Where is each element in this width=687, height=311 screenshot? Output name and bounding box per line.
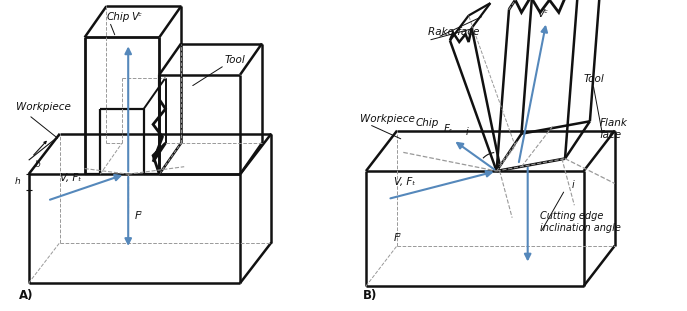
Text: Workpiece: Workpiece <box>16 102 71 112</box>
Text: Fⁱ: Fⁱ <box>135 211 142 221</box>
Text: Fᵣ: Fᵣ <box>444 124 452 134</box>
Text: Tool: Tool <box>584 74 605 84</box>
Text: Rake face: Rake face <box>428 27 480 37</box>
Text: i: i <box>466 127 469 137</box>
Text: Fⁱ: Fⁱ <box>394 233 402 243</box>
Text: V, Fₜ: V, Fₜ <box>60 174 81 183</box>
Text: i: i <box>571 180 574 190</box>
Text: B): B) <box>363 289 377 302</box>
Text: Vᶜ: Vᶜ <box>131 12 142 22</box>
Text: Flank
face: Flank face <box>599 118 627 140</box>
Text: b: b <box>35 160 41 169</box>
Text: Vᶜ: Vᶜ <box>537 9 548 19</box>
Text: Chip: Chip <box>106 12 130 22</box>
Text: h: h <box>15 178 21 186</box>
Text: A): A) <box>19 289 34 302</box>
Text: V, Fₜ: V, Fₜ <box>394 177 416 187</box>
Text: Cutting edge
inclination angle: Cutting edge inclination angle <box>540 211 621 233</box>
Text: Chip: Chip <box>416 118 439 128</box>
Text: Workpiece: Workpiece <box>360 114 415 124</box>
Text: Tool: Tool <box>225 55 245 65</box>
